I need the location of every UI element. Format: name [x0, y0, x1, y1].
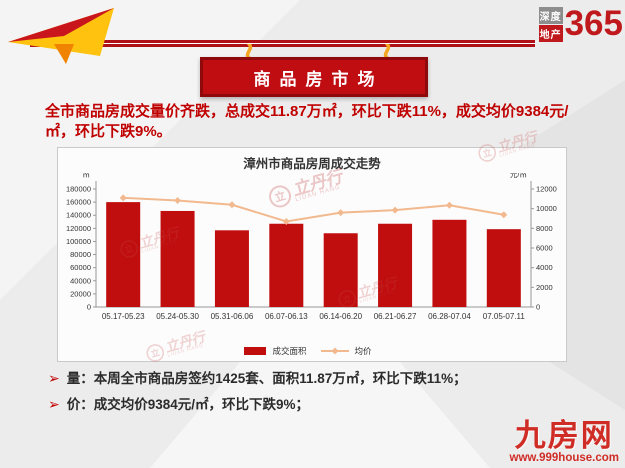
left-tick-label: 100000	[66, 237, 91, 246]
x-label: 05.31-06.06	[211, 312, 254, 321]
section-banner: 商品房市场	[200, 57, 428, 97]
right-tick-label: 0	[536, 303, 540, 312]
paper-plane-arrow-icon	[8, 8, 114, 64]
bar-07.05-07.11	[486, 229, 521, 307]
left-tick-label: 80000	[70, 250, 91, 259]
summary-text: 全市商品房成交量价齐跌，总成交11.87万㎡，环比下跌11%，成交均价9384元…	[45, 103, 569, 140]
left-tick-label: 120000	[66, 224, 91, 233]
logo-block-dichan: 地产	[538, 24, 563, 42]
x-label: 06.14-06.20	[319, 312, 362, 321]
jiufangwang-url: www.999house.com	[509, 452, 620, 464]
left-tick-label: 180000	[66, 185, 91, 194]
x-label: 05.24-05.30	[156, 312, 199, 321]
left-tick-label: 60000	[70, 263, 91, 272]
price-marker	[445, 201, 453, 209]
chart-title: 漳州市商品房周成交走势	[243, 157, 381, 171]
right-tick-label: 4000	[536, 263, 553, 272]
price-line	[123, 196, 504, 223]
x-label: 07.05-07.11	[483, 312, 526, 321]
bullet-volume-text: 量：本周全市商品房签约1425套、面积11.87万㎡，环比下跌11%；	[66, 371, 467, 386]
x-label: 06.28-07.04	[428, 312, 471, 321]
price-marker	[282, 217, 290, 225]
legend-line-label: 均价	[354, 346, 372, 356]
left-tick-label: 0	[87, 303, 91, 312]
left-tick-label: 20000	[70, 289, 91, 298]
right-tick-label: 12000	[536, 185, 557, 194]
bullet-price: ➢ 价：成交均价9384元/㎡，环比下跌9%；	[48, 395, 588, 414]
x-label: 06.21-06.27	[374, 312, 417, 321]
bullet-volume: ➢ 量：本周全市商品房签约1425套、面积11.87万㎡，环比下跌11%；	[48, 369, 588, 388]
key-points: ➢ 量：本周全市商品房签约1425套、面积11.87万㎡，环比下跌11%； ➢ …	[48, 369, 588, 421]
bar-05.17-05.23	[106, 202, 141, 307]
price-marker	[228, 201, 236, 209]
bar-06.07-06.13	[269, 223, 304, 307]
section-title: 商品房市场	[253, 69, 384, 89]
header-rule-line	[30, 40, 535, 47]
price-marker	[500, 211, 508, 219]
arrow-bullet-icon: ➢	[48, 396, 60, 412]
right-tick-label: 8000	[536, 224, 553, 233]
jiufangwang-name: 九房网	[514, 418, 614, 453]
legend-bar-label: 成交面积	[272, 346, 307, 356]
arrow-bullet-icon: ➢	[48, 370, 60, 386]
bar-05.31-06.06	[214, 230, 249, 307]
right-axis-unit: 元/㎡	[510, 173, 528, 179]
logo-block-shendu: 深度	[538, 6, 563, 24]
right-tick-label: 2000	[536, 283, 553, 292]
bar-05.24-05.30	[160, 210, 195, 307]
bar-line-chart: 0200004000060000800001000001200001400001…	[66, 173, 557, 321]
left-tick-label: 160000	[66, 198, 91, 207]
price-marker	[174, 197, 182, 205]
right-tick-label: 10000	[536, 204, 557, 213]
price-marker	[391, 206, 399, 214]
x-label: 05.17-05.23	[102, 312, 145, 321]
bar-06.28-07.04	[432, 219, 467, 307]
right-tick-label: 6000	[536, 244, 553, 253]
price-marker	[119, 194, 127, 202]
chart-panel: 漳州市商品房周成交走势 0 20000 40000 60000 80000 100000 1…	[57, 147, 567, 362]
jiufangwang-logo: 九房网 www.999house.com	[509, 418, 620, 465]
left-tick-label: 40000	[70, 276, 91, 285]
logo-365-number: 365	[564, 4, 623, 43]
chart-legend: 成交面积 均价	[58, 345, 566, 357]
bullet-price-text: 价：成交均价9384元/㎡，环比下跌9%；	[66, 397, 310, 412]
left-tick-label: 140000	[66, 211, 91, 220]
x-label: 06.07-06.13	[265, 312, 308, 321]
price-marker	[337, 209, 345, 217]
left-axis-unit: ㎡	[83, 173, 91, 179]
bar-06.14-06.20	[323, 233, 358, 307]
legend-bar-swatch	[244, 347, 267, 355]
bar-06.21-06.27	[378, 223, 413, 307]
shendu-dichan-365-logo: 深度 地产 365	[538, 4, 623, 43]
legend-line-swatch	[320, 347, 349, 355]
